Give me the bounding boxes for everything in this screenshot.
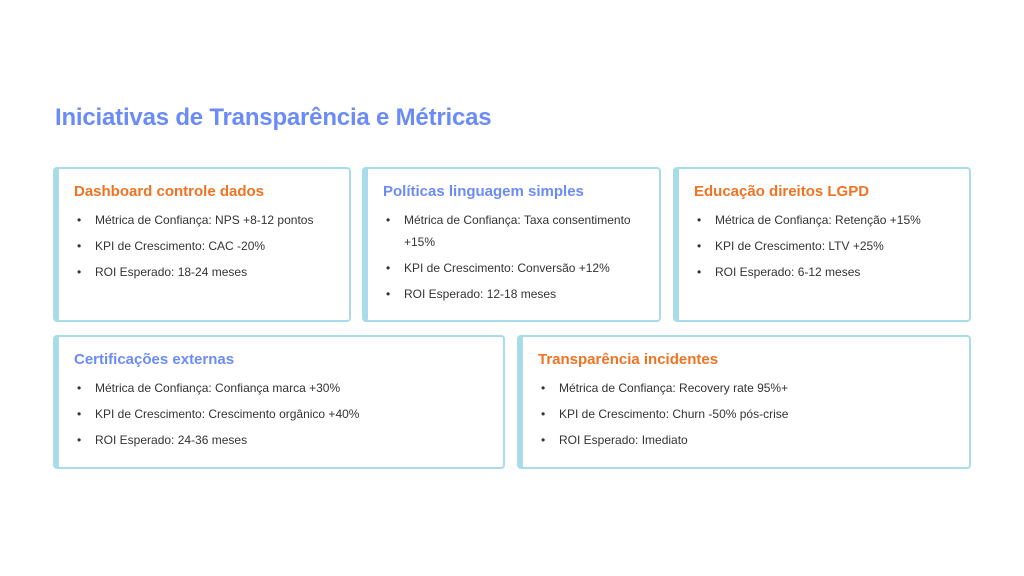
bullet-icon: • (697, 265, 702, 279)
metric-text: KPI de Crescimento: CAC -20% (95, 239, 266, 253)
list-item: • ROI Esperado: 12-18 meses (383, 283, 645, 305)
metrics-list: • Métrica de Confiança: NPS +8-12 pontos … (74, 209, 335, 283)
bullet-icon: • (541, 381, 546, 395)
card-title: Educação direitos LGPD (694, 183, 870, 200)
list-item: • Métrica de Confiança: Recovery rate 95%… (538, 377, 955, 399)
bullet-icon: • (77, 433, 82, 447)
list-item: • ROI Esperado: 18-24 meses (74, 261, 335, 283)
bullet-icon: • (697, 213, 702, 227)
initiative-card-certifications: Certificações externas • Métrica de Confi… (53, 335, 505, 469)
metric-text: ROI Esperado: Imediato (559, 433, 688, 447)
list-item: • Métrica de Confiança: Taxa consentiment… (383, 209, 645, 253)
metric-text: Métrica de Confiança: Retenção +15% (715, 213, 921, 227)
metric-text: KPI de Crescimento: Conversão +12% (404, 261, 610, 275)
list-item: • ROI Esperado: 6-12 meses (694, 261, 955, 283)
list-item: • ROI Esperado: 24-36 meses (74, 429, 489, 451)
bullet-icon: • (386, 213, 391, 227)
metric-text: Métrica de Confiança: Taxa consentimento… (404, 213, 631, 249)
page-title: Iniciativas de Transparência e Métricas (55, 104, 492, 131)
card-title: Dashboard controle dados (74, 183, 265, 200)
bullet-icon: • (541, 407, 546, 421)
metric-text: ROI Esperado: 6-12 meses (715, 265, 861, 279)
list-item: • KPI de Crescimento: LTV +25% (694, 235, 955, 257)
initiative-card-dashboard: Dashboard controle dados • Métrica de Con… (53, 167, 351, 322)
metric-text: ROI Esperado: 12-18 meses (404, 287, 557, 301)
metric-text: Métrica de Confiança: NPS +8-12 pontos (95, 213, 314, 227)
initiative-card-education: Educação direitos LGPD • Métrica de Confi… (673, 167, 971, 322)
list-item: • KPI de Crescimento: Churn -50% pós-cris… (538, 403, 955, 425)
metric-text: ROI Esperado: 18-24 meses (95, 265, 248, 279)
bullet-icon: • (77, 381, 82, 395)
metrics-list: • Métrica de Confiança: Retenção +15% • KP… (694, 209, 955, 283)
bullet-icon: • (386, 261, 391, 275)
list-item: • KPI de Crescimento: CAC -20% (74, 235, 335, 257)
list-item: • Métrica de Confiança: NPS +8-12 pontos (74, 209, 335, 231)
bullet-icon: • (77, 265, 82, 279)
card-title: Políticas linguagem simples (383, 183, 584, 200)
metric-text: KPI de Crescimento: LTV +25% (715, 239, 884, 253)
metric-text: ROI Esperado: 24-36 meses (95, 433, 248, 447)
list-item: • ROI Esperado: Imediato (538, 429, 955, 451)
metric-text: Métrica de Confiança: Recovery rate 95%+ (559, 381, 789, 395)
metric-text: Métrica de Confiança: Confiança marca +3… (95, 381, 341, 395)
metric-text: KPI de Crescimento: Churn -50% pós-crise (559, 407, 789, 421)
bullet-icon: • (77, 213, 82, 227)
bullet-icon: • (541, 433, 546, 447)
card-title: Transparência incidentes (538, 351, 719, 368)
initiative-card-policies: Políticas linguagem simples • Métrica de … (362, 167, 661, 322)
initiative-card-incidents: Transparência incidentes • Métrica de Con… (517, 335, 971, 469)
metrics-list: • Métrica de Confiança: Recovery rate 95%… (538, 377, 955, 451)
bullet-icon: • (697, 239, 702, 253)
metrics-list: • Métrica de Confiança: Taxa consentiment… (383, 209, 645, 305)
metric-text: KPI de Crescimento: Crescimento orgânico… (95, 407, 360, 421)
metrics-list: • Métrica de Confiança: Confiança marca +… (74, 377, 489, 451)
bullet-icon: • (386, 287, 391, 301)
bullet-icon: • (77, 407, 82, 421)
list-item: • KPI de Crescimento: Conversão +12% (383, 257, 645, 279)
list-item: • Métrica de Confiança: Confiança marca +… (74, 377, 489, 399)
bullet-icon: • (77, 239, 82, 253)
list-item: • KPI de Crescimento: Crescimento orgânic… (74, 403, 489, 425)
card-title: Certificações externas (74, 351, 235, 368)
list-item: • Métrica de Confiança: Retenção +15% (694, 209, 955, 231)
